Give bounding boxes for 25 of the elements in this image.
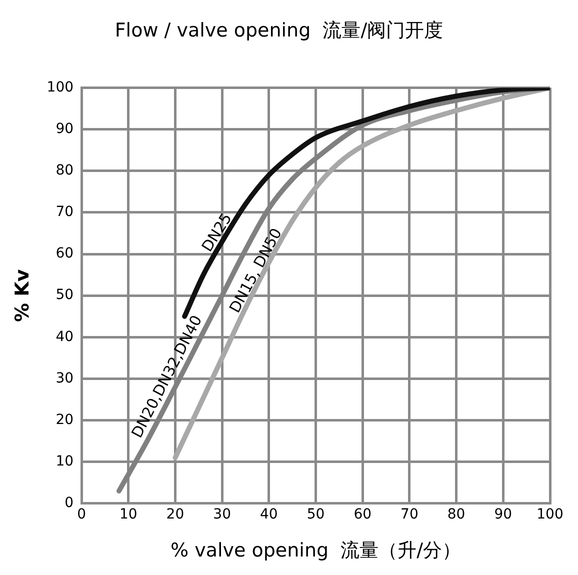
x-axis-title: % valve opening 流量（升/分） — [170, 540, 462, 562]
x-tick-label: 0 — [77, 506, 86, 522]
y-tick-label: 0 — [64, 495, 74, 512]
y-tick-label: 10 — [56, 453, 74, 470]
x-tick-label: 10 — [119, 506, 138, 522]
x-tick-label: 20 — [166, 506, 184, 522]
y-tick-label: 40 — [56, 328, 74, 345]
y-tick-label: 90 — [56, 121, 74, 137]
y-tick-label: 50 — [56, 287, 74, 304]
x-tick-label: 50 — [306, 506, 325, 522]
y-tick-label: 60 — [56, 246, 74, 262]
x-tick-label: 30 — [213, 506, 231, 522]
y-tick-label: 70 — [56, 204, 74, 220]
y-tick-label: 30 — [56, 370, 74, 386]
y-tick-label: 100 — [46, 79, 74, 96]
chart-title: Flow / valve opening 流量/阀门开度 — [114, 19, 444, 42]
y-tick-label: 20 — [56, 412, 74, 428]
x-tick-label: 90 — [494, 506, 512, 522]
x-tick-label: 80 — [447, 506, 466, 522]
y-tick-label: 80 — [56, 162, 74, 179]
x-tick-label: 70 — [400, 506, 418, 522]
x-tick-label: 40 — [260, 506, 278, 522]
x-tick-label: 60 — [354, 506, 372, 522]
x-tick-label: 100 — [536, 506, 564, 522]
y-axis-title: % Kv — [11, 268, 34, 322]
